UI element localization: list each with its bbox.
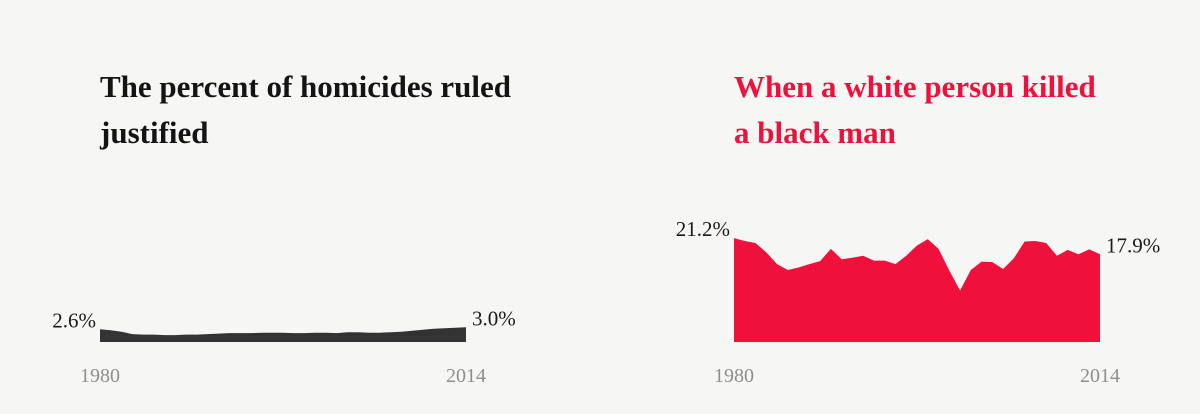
x-tick-label-end-white-on-black: 2014: [1080, 365, 1120, 387]
x-tick-label-end-overall: 2014: [446, 365, 486, 387]
end-value-label-overall: 3.0%: [472, 306, 516, 330]
chart-title-overall: The percent of homicides ruled justified: [100, 69, 512, 150]
x-tick-label-start-overall: 1980: [80, 365, 120, 387]
x-tick-label-start-white-on-black: 1980: [714, 365, 754, 387]
area-series-overall: [100, 327, 466, 342]
start-value-label-white-on-black: 21.2%: [676, 217, 730, 241]
start-value-label-overall: 2.6%: [52, 308, 96, 332]
area-series-white-on-black: [734, 238, 1100, 342]
end-value-label-white-on-black: 17.9%: [1106, 233, 1160, 257]
chart-title-white-on-black: When a white person killed a black man: [734, 69, 1096, 150]
